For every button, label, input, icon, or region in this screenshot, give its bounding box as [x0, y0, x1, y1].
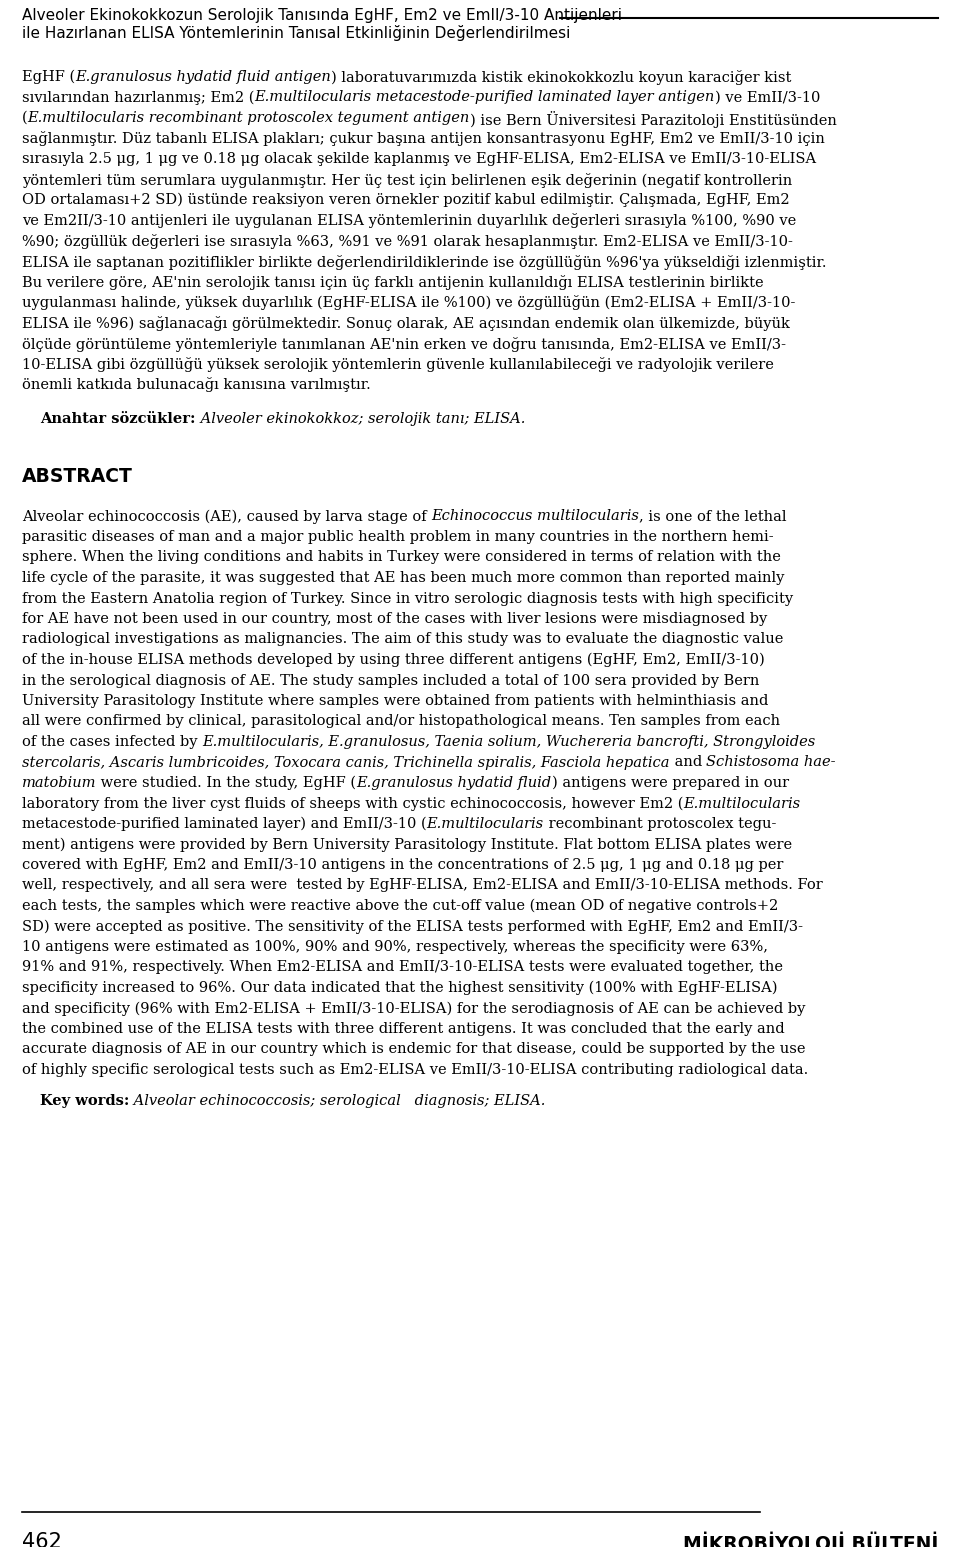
Text: OD ortalaması+2 SD) üstünde reaksiyon veren örnekler pozitif kabul edilmiştir. Ç: OD ortalaması+2 SD) üstünde reaksiyon ve… [22, 193, 790, 207]
Text: 10 antigens were estimated as 100%, 90% and 90%, respectively, whereas the speci: 10 antigens were estimated as 100%, 90% … [22, 941, 768, 954]
Text: önemli katkıda bulunacağı kanısına varılmıştır.: önemli katkıda bulunacağı kanısına varıl… [22, 377, 371, 393]
Text: of highly specific serological tests such as Em2-ELISA ve EmII/3-10-ELISA contri: of highly specific serological tests suc… [22, 1063, 808, 1077]
Text: E.granulosus hydatid fluid antigen: E.granulosus hydatid fluid antigen [75, 70, 331, 84]
Text: in the serological diagnosis of AE. The study samples included a total of 100 se: in the serological diagnosis of AE. The … [22, 673, 759, 687]
Text: of the cases infected by: of the cases infected by [22, 735, 203, 749]
Text: E.multilocularis: E.multilocularis [426, 817, 543, 831]
Text: radiological investigations as malignancies. The aim of this study was to evalua: radiological investigations as malignanc… [22, 633, 783, 647]
Text: ) antigens were prepared in our: ) antigens were prepared in our [552, 777, 789, 791]
Text: Alveoler ekinokokkoz; serolojik tanı; ELISA.: Alveoler ekinokokkoz; serolojik tanı; EL… [196, 412, 525, 425]
Text: ) laboratuvarımızda kistik ekinokokkozlu koyun karaciğer kist: ) laboratuvarımızda kistik ekinokokkozlu… [331, 70, 791, 85]
Text: Key words:: Key words: [40, 1094, 130, 1108]
Text: laboratory from the liver cyst fluids of sheeps with cystic echinococcosis, howe: laboratory from the liver cyst fluids of… [22, 797, 684, 811]
Text: EgHF (: EgHF ( [22, 70, 75, 85]
Text: yöntemleri tüm serumlara uygulanmıştır. Her üç test için belirlenen eşik değerin: yöntemleri tüm serumlara uygulanmıştır. … [22, 173, 792, 187]
Text: well, respectively, and all sera were  tested by EgHF-ELISA, Em2-ELISA and EmII/: well, respectively, and all sera were te… [22, 879, 823, 893]
Text: each tests, the samples which were reactive above the cut-off value (mean OD of : each tests, the samples which were react… [22, 899, 779, 913]
Text: specificity increased to 96%. Our data indicated that the highest sensitivity (1: specificity increased to 96%. Our data i… [22, 981, 778, 995]
Text: University Parasitology Institute where samples were obtained from patients with: University Parasitology Institute where … [22, 695, 768, 709]
Text: SD) were accepted as positive. The sensitivity of the ELISA tests performed with: SD) were accepted as positive. The sensi… [22, 919, 803, 934]
Text: ABSTRACT: ABSTRACT [22, 467, 132, 486]
Text: ELISA ile %96) sağlanacağı görülmektedir. Sonuç olarak, AE açısından endemik ola: ELISA ile %96) sağlanacağı görülmektedir… [22, 316, 790, 331]
Text: E.multilocularis: E.multilocularis [684, 797, 801, 811]
Text: Anahtar sözcükler:: Anahtar sözcükler: [40, 412, 196, 425]
Text: for AE have not been used in our country, most of the cases with liver lesions w: for AE have not been used in our country… [22, 613, 767, 627]
Text: parasitic diseases of man and a major public health problem in many countries in: parasitic diseases of man and a major pu… [22, 531, 774, 545]
Text: sağlanmıştır. Düz tabanlı ELISA plakları; çukur başına antijen konsantrasyonu Eg: sağlanmıştır. Düz tabanlı ELISA plakları… [22, 131, 825, 147]
Text: and: and [669, 755, 707, 769]
Text: ölçüde görüntüleme yöntemleriyle tanımlanan AE'nin erken ve doğru tanısında, Em2: ölçüde görüntüleme yöntemleriyle tanımla… [22, 337, 786, 351]
Text: 91% and 91%, respectively. When Em2-ELISA and EmII/3-10-ELISA tests were evaluat: 91% and 91%, respectively. When Em2-ELIS… [22, 961, 783, 975]
Text: matobium: matobium [22, 777, 97, 791]
Text: Alveolar echinococcosis (AE), caused by larva stage of: Alveolar echinococcosis (AE), caused by … [22, 509, 431, 524]
Text: E.multilocularis metacestode-purified laminated layer antigen: E.multilocularis metacestode-purified la… [254, 91, 714, 105]
Text: recombinant protoscolex tegu-: recombinant protoscolex tegu- [543, 817, 776, 831]
Text: E.multilocularis recombinant protoscolex tegument antigen: E.multilocularis recombinant protoscolex… [28, 111, 469, 125]
Text: sphere. When the living conditions and habits in Turkey were considered in terms: sphere. When the living conditions and h… [22, 551, 780, 565]
Text: Alveolar echinococcosis; serological   diagnosis; ELISA.: Alveolar echinococcosis; serological dia… [130, 1094, 545, 1108]
Text: Echinococcus multilocularis: Echinococcus multilocularis [431, 509, 639, 523]
Text: uygulanması halinde, yüksek duyarlılık (EgHF-ELISA ile %100) ve özgüllüğün (Em2-: uygulanması halinde, yüksek duyarlılık (… [22, 295, 796, 311]
Text: were studied. In the study, EgHF (: were studied. In the study, EgHF ( [97, 777, 356, 791]
Text: covered with EgHF, Em2 and EmII/3-10 antigens in the concentrations of 2.5 μg, 1: covered with EgHF, Em2 and EmII/3-10 ant… [22, 859, 783, 873]
Text: the combined use of the ELISA tests with three different antigens. It was conclu: the combined use of the ELISA tests with… [22, 1023, 784, 1036]
Text: 10-ELISA gibi özgüllüğü yüksek serolojik yöntemlerin güvenle kullanılabileceği v: 10-ELISA gibi özgüllüğü yüksek serolojik… [22, 357, 774, 371]
Text: of the in-house ELISA methods developed by using three different antigens (EgHF,: of the in-house ELISA methods developed … [22, 653, 765, 667]
Text: accurate diagnosis of AE in our country which is endemic for that disease, could: accurate diagnosis of AE in our country … [22, 1043, 805, 1057]
Text: 462: 462 [22, 1532, 61, 1547]
Text: Bu verilere göre, AE'nin serolojik tanısı için üç farklı antijenin kullanıldığı : Bu verilere göre, AE'nin serolojik tanıs… [22, 275, 763, 289]
Text: metacestode-purified laminated layer) and EmII/3-10 (: metacestode-purified laminated layer) an… [22, 817, 426, 831]
Text: from the Eastern Anatolia region of Turkey. Since in vitro serologic diagnosis t: from the Eastern Anatolia region of Turk… [22, 591, 793, 605]
Text: sıvılarından hazırlanmış; Em2 (: sıvılarından hazırlanmış; Em2 ( [22, 91, 254, 105]
Text: , is one of the lethal: , is one of the lethal [639, 509, 786, 523]
Text: Schistosoma hae-: Schistosoma hae- [707, 755, 836, 769]
Text: (: ( [22, 111, 28, 125]
Text: ile Hazırlanan ELISA Yöntemlerinin Tanısal Etkinliğinin Değerlendirilmesi: ile Hazırlanan ELISA Yöntemlerinin Tanıs… [22, 25, 570, 42]
Text: sırasıyla 2.5 μg, 1 μg ve 0.18 μg olacak şekilde kaplanmış ve EgHF-ELISA, Em2-EL: sırasıyla 2.5 μg, 1 μg ve 0.18 μg olacak… [22, 152, 816, 166]
Text: life cycle of the parasite, it was suggested that AE has been much more common t: life cycle of the parasite, it was sugge… [22, 571, 784, 585]
Text: MİKROBİYOLOJİ BÜLTENİ: MİKROBİYOLOJİ BÜLTENİ [683, 1532, 938, 1547]
Text: ) ve EmII/3-10: ) ve EmII/3-10 [714, 91, 820, 105]
Text: all were confirmed by clinical, parasitological and/or histopathological means. : all were confirmed by clinical, parasito… [22, 715, 780, 729]
Text: E.granulosus hydatid fluid: E.granulosus hydatid fluid [356, 777, 552, 791]
Text: ELISA ile saptanan pozitiflikler birlikte değerlendirildiklerinde ise özgüllüğün: ELISA ile saptanan pozitiflikler birlikt… [22, 255, 827, 269]
Text: ment) antigens were provided by Bern University Parasitology Institute. Flat bot: ment) antigens were provided by Bern Uni… [22, 837, 792, 852]
Text: E.multilocularis, E.granulosus, Taenia solium, Wuchereria bancrofti, Strongyloid: E.multilocularis, E.granulosus, Taenia s… [203, 735, 815, 749]
Text: %90; özgüllük değerleri ise sırasıyla %63, %91 ve %91 olarak hesaplanmıştır. Em2: %90; özgüllük değerleri ise sırasıyla %6… [22, 234, 793, 249]
Text: Alveoler Ekinokokkozun Serolojik Tanısında EgHF, Em2 ve EmII/3-10 Antijenleri: Alveoler Ekinokokkozun Serolojik Tanısın… [22, 8, 622, 23]
Text: and specificity (96% with Em2-ELISA + EmII/3-10-ELISA) for the serodiagnosis of : and specificity (96% with Em2-ELISA + Em… [22, 1001, 805, 1016]
Text: ) ise Bern Üniversitesi Parazitoloji Enstitüsünden: ) ise Bern Üniversitesi Parazitoloji Ens… [469, 111, 837, 128]
Text: ve Em2II/3-10 antijenleri ile uygulanan ELISA yöntemlerinin duyarlılık değerleri: ve Em2II/3-10 antijenleri ile uygulanan … [22, 213, 796, 229]
Text: stercolaris, Ascaris lumbricoides, Toxocara canis, Trichinella spiralis, Fasciol: stercolaris, Ascaris lumbricoides, Toxoc… [22, 755, 669, 769]
